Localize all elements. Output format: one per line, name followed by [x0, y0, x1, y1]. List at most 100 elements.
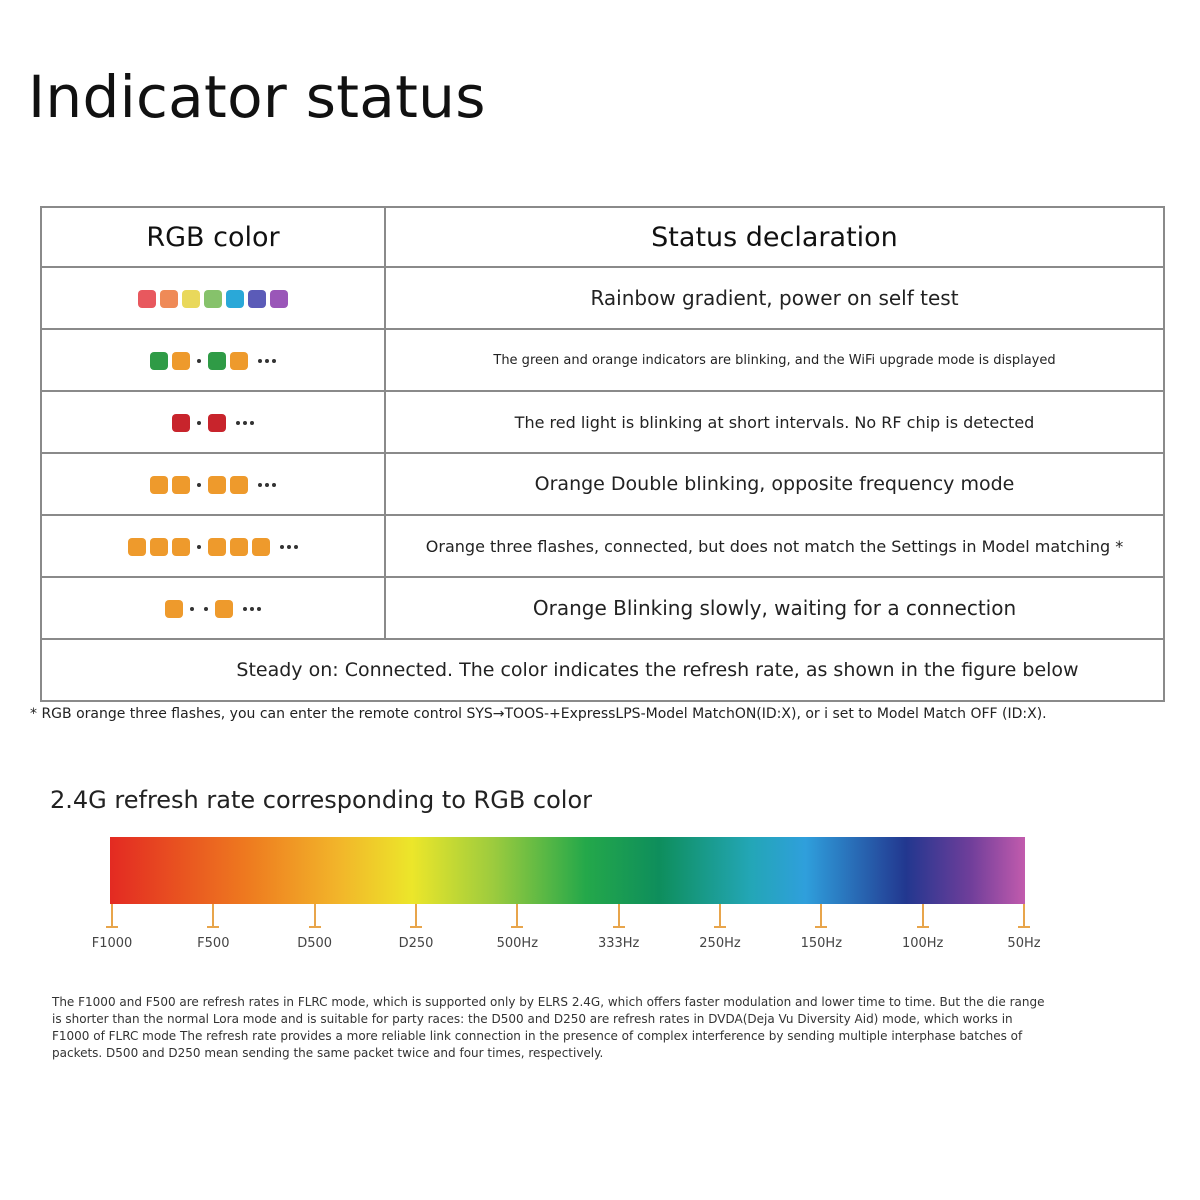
led-square-icon [182, 289, 200, 308]
led-square-icon [172, 351, 190, 370]
led-square-icon [172, 475, 190, 494]
status-description: The red light is blinking at short inter… [384, 390, 1165, 454]
ellipsis-dot-icon [243, 420, 247, 425]
ellipsis-dot-icon [250, 420, 254, 425]
led-square-icon [226, 289, 244, 308]
footnote: * RGB orange three flashes, you can ente… [30, 706, 1047, 722]
tick-line [820, 904, 823, 926]
ellipsis-dot-icon [236, 420, 240, 425]
led-square-icon [230, 537, 248, 556]
tick-base [410, 926, 422, 928]
refresh-tick: 150Hz [781, 904, 861, 951]
tick-line [415, 904, 417, 926]
ellipsis-dot-icon [258, 358, 262, 363]
led-pattern [40, 328, 386, 392]
ellipsis-dot-icon [258, 482, 262, 487]
ellipsis-dot-icon [265, 482, 269, 487]
tick-line [313, 904, 316, 926]
led-square-icon [208, 351, 226, 370]
led-square-icon [252, 537, 270, 556]
refresh-tick: D500 [275, 904, 355, 951]
tick-label: 100Hz [901, 936, 944, 951]
tick-base [308, 926, 321, 928]
ellipsis-dot-icon [250, 606, 254, 611]
status-description: Rainbow gradient, power on self test [384, 266, 1165, 330]
led-square-icon [172, 537, 190, 556]
refresh-rate-explanation: The F1000 and F500 are refresh rates in … [52, 995, 1045, 1060]
led-square-icon [138, 289, 156, 308]
led-square-icon [150, 351, 168, 370]
status-description: Orange Double blinking, opposite frequen… [384, 452, 1165, 516]
ellipsis-dot-icon [243, 606, 247, 611]
tick-line [1023, 904, 1025, 926]
table-row: Orange Blinking slowly, waiting for a co… [40, 576, 1165, 640]
ellipsis-dot-icon [280, 544, 284, 549]
tick-base [815, 926, 828, 928]
led-square-icon [128, 537, 146, 556]
table-row: The green and orange indicators are blin… [40, 328, 1165, 392]
tick-base [106, 926, 118, 928]
ellipsis-dot-icon [294, 544, 298, 549]
table-footer-row: Steady on: Connected. The color indicate… [40, 638, 1165, 702]
tick-line [617, 904, 620, 926]
refresh-tick: 100Hz [883, 904, 963, 951]
tick-line [719, 904, 721, 926]
status-description: The green and orange indicators are blin… [384, 328, 1165, 392]
rgb-gradient-bar [110, 837, 1025, 904]
led-pattern [40, 452, 386, 516]
led-square-icon [230, 351, 248, 370]
header-rgb-color: RGB color [40, 206, 386, 268]
status-description: Orange Blinking slowly, waiting for a co… [384, 576, 1165, 640]
refresh-tick: 250Hz [680, 904, 760, 951]
ellipsis-dot-icon [272, 482, 276, 487]
led-square-icon [208, 537, 226, 556]
ellipsis-icon [258, 482, 276, 487]
status-description: Orange three flashes, connected, but doe… [384, 514, 1165, 578]
ellipsis-dot-icon [287, 544, 291, 549]
tick-label: F500 [197, 936, 230, 951]
refresh-tick: 500Hz [477, 904, 557, 951]
tick-line [212, 904, 215, 926]
refresh-tick: 333Hz [579, 904, 659, 951]
tick-base [207, 926, 220, 928]
table-row: Rainbow gradient, power on self test [40, 266, 1165, 330]
table-row: The red light is blinking at short inter… [40, 390, 1165, 454]
indicator-status-table: RGB color Status declaration Rainbow gra… [40, 206, 1165, 702]
tick-base [612, 926, 625, 928]
tick-label: D250 [398, 936, 434, 951]
led-square-icon [150, 475, 168, 494]
ellipsis-dot-icon [272, 358, 276, 363]
tick-base [714, 926, 726, 928]
ellipsis-icon [280, 544, 298, 549]
led-square-icon [204, 289, 222, 308]
table-header-row: RGB color Status declaration [40, 206, 1165, 268]
ellipsis-icon [243, 606, 261, 611]
refresh-rate-ticks: F1000 F500 D500 D250 500Hz 333Hz 250Hz 150Hz 100… [0, 904, 1200, 964]
refresh-tick: 50Hz [984, 904, 1064, 951]
pause-dot-icon [204, 606, 208, 611]
pause-dot-icon [197, 420, 201, 425]
refresh-tick: D250 [376, 904, 456, 951]
led-pattern [40, 576, 386, 640]
tick-line [516, 904, 519, 926]
led-square-icon [165, 599, 183, 618]
led-square-icon [270, 289, 288, 308]
pause-dot-icon [197, 544, 201, 549]
ellipsis-icon [258, 358, 276, 363]
ellipsis-icon [236, 420, 254, 425]
led-square-icon [172, 413, 190, 432]
tick-label: 500Hz [496, 936, 539, 951]
tick-label: 250Hz [699, 936, 741, 951]
refresh-rate-title: 2.4G refresh rate corresponding to RGB c… [50, 786, 593, 814]
led-square-icon [230, 475, 248, 494]
led-pattern [40, 266, 386, 330]
ellipsis-dot-icon [257, 606, 261, 611]
tick-label: 333Hz [597, 936, 640, 951]
tick-label: D500 [297, 936, 333, 951]
refresh-tick: F1000 [72, 904, 152, 951]
led-square-icon [208, 475, 226, 494]
led-square-icon [248, 289, 266, 308]
page-title: Indicator status [28, 63, 486, 131]
tick-line [921, 904, 924, 926]
header-status-declaration: Status declaration [384, 206, 1165, 268]
